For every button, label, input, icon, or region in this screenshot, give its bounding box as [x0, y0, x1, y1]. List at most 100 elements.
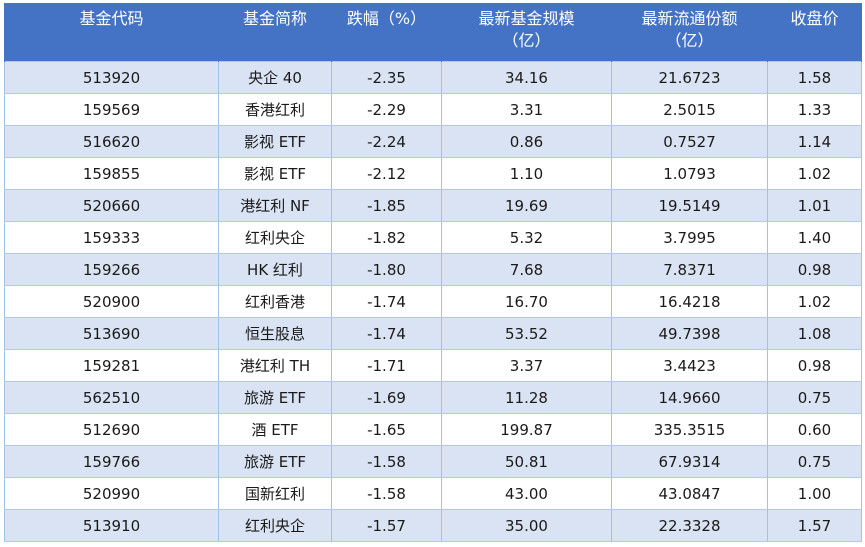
table-row: 159766 旅游 ETF -1.58 50.81 67.9314 0.75 [4, 445, 862, 478]
circulating-shares-cell: 3.4423 [611, 349, 768, 382]
decline-pct-cell: -1.80 [331, 253, 442, 286]
fund-name-cell: 恒生股息 [218, 317, 332, 350]
decline-pct-cell: -1.74 [331, 317, 442, 350]
decline-pct-cell: -1.82 [331, 221, 442, 254]
fund-name-cell: 影视 ETF [218, 157, 332, 190]
closing-price-cell: 1.14 [767, 125, 862, 158]
circulating-shares-cell: 0.7527 [611, 125, 768, 158]
table-row: 520990 国新红利 -1.58 43.00 43.0847 1.00 [4, 477, 862, 510]
table-row: 520660 港红利 NF -1.85 19.69 19.5149 1.01 [4, 189, 862, 222]
header-fund-size: 最新基金规模 （亿） [441, 3, 612, 62]
header-closing-price-line1: 收盘价 [790, 9, 839, 28]
header-fund-code-line1: 基金代码 [79, 9, 144, 28]
table-row: 513910 红利央企 -1.57 35.00 22.3328 1.57 [4, 509, 862, 542]
fund-size-cell: 43.00 [441, 477, 612, 510]
fund-size-cell: 0.86 [441, 125, 612, 158]
circulating-shares-cell: 67.9314 [611, 445, 768, 478]
circulating-shares-cell: 43.0847 [611, 477, 768, 510]
header-circulating-shares-line2: （亿） [665, 31, 714, 50]
header-closing-price: 收盘价 [767, 3, 862, 62]
closing-price-cell: 1.00 [767, 477, 862, 510]
header-fund-name-line1: 基金简称 [242, 9, 307, 28]
closing-price-cell: 1.40 [767, 221, 862, 254]
fund-code-cell: 159855 [4, 157, 219, 190]
decline-pct-cell: -1.58 [331, 445, 442, 478]
decline-pct-cell: -1.57 [331, 509, 442, 542]
closing-price-cell: 0.98 [767, 349, 862, 382]
fund-name-cell: 红利香港 [218, 285, 332, 318]
fund-name-cell: 国新红利 [218, 477, 332, 510]
decline-pct-cell: -1.71 [331, 349, 442, 382]
header-fund-size-line2: （亿） [502, 31, 551, 50]
decline-pct-cell: -1.58 [331, 477, 442, 510]
fund-code-cell: 513690 [4, 317, 219, 350]
fund-size-cell: 3.37 [441, 349, 612, 382]
fund-code-cell: 159569 [4, 93, 219, 126]
table-row: 562510 旅游 ETF -1.69 11.28 14.9660 0.75 [4, 381, 862, 414]
decline-pct-cell: -1.74 [331, 285, 442, 318]
table-header: 基金代码 基金简称 跌幅（%） [4, 3, 862, 62]
table-row: 159281 港红利 TH -1.71 3.37 3.4423 0.98 [4, 349, 862, 382]
circulating-shares-cell: 7.8371 [611, 253, 768, 286]
circulating-shares-cell: 335.3515 [611, 413, 768, 446]
table-body: 513920 央企 40 -2.35 34.16 21.6723 1.58 159569 香港… [4, 61, 862, 542]
table-row: 513690 恒生股息 -1.74 53.52 49.7398 1.08 [4, 317, 862, 350]
closing-price-cell: 1.57 [767, 509, 862, 542]
circulating-shares-cell: 19.5149 [611, 189, 768, 222]
fund-code-cell: 512690 [4, 413, 219, 446]
circulating-shares-cell: 14.9660 [611, 381, 768, 414]
decline-pct-cell: -2.12 [331, 157, 442, 190]
table-row: 513920 央企 40 -2.35 34.16 21.6723 1.58 [4, 61, 862, 94]
fund-size-cell: 16.70 [441, 285, 612, 318]
fund-name-cell: HK 红利 [218, 253, 332, 286]
closing-price-cell: 1.33 [767, 93, 862, 126]
header-circulating-shares: 最新流通份额 （亿） [611, 3, 768, 62]
fund-name-cell: 港红利 NF [218, 189, 332, 222]
fund-name-cell: 港红利 TH [218, 349, 332, 382]
fund-code-cell: 159266 [4, 253, 219, 286]
circulating-shares-cell: 21.6723 [611, 61, 768, 94]
circulating-shares-cell: 2.5015 [611, 93, 768, 126]
closing-price-cell: 1.02 [767, 157, 862, 190]
table-row: 516620 影视 ETF -2.24 0.86 0.7527 1.14 [4, 125, 862, 158]
table-row: 520900 红利香港 -1.74 16.70 16.4218 1.02 [4, 285, 862, 318]
circulating-shares-cell: 3.7995 [611, 221, 768, 254]
fund-size-cell: 35.00 [441, 509, 612, 542]
closing-price-cell: 1.58 [767, 61, 862, 94]
header-decline-pct: 跌幅（%） [331, 3, 442, 62]
decline-pct-cell: -1.69 [331, 381, 442, 414]
fund-code-cell: 159333 [4, 221, 219, 254]
header-row: 基金代码 基金简称 跌幅（%） [4, 3, 862, 62]
decline-pct-cell: -1.85 [331, 189, 442, 222]
fund-name-cell: 红利央企 [218, 221, 332, 254]
closing-price-cell: 0.75 [767, 381, 862, 414]
closing-price-cell: 1.02 [767, 285, 862, 318]
fund-size-cell: 199.87 [441, 413, 612, 446]
fund-name-cell: 红利央企 [218, 509, 332, 542]
circulating-shares-cell: 1.0793 [611, 157, 768, 190]
fund-size-cell: 5.32 [441, 221, 612, 254]
table-row: 159266 HK 红利 -1.80 7.68 7.8371 0.98 [4, 253, 862, 286]
fund-name-cell: 央企 40 [218, 61, 332, 94]
fund-code-cell: 516620 [4, 125, 219, 158]
table-row: 159855 影视 ETF -2.12 1.10 1.0793 1.02 [4, 157, 862, 190]
fund-size-cell: 11.28 [441, 381, 612, 414]
fund-name-cell: 旅游 ETF [218, 445, 332, 478]
header-fund-code: 基金代码 [4, 3, 219, 62]
circulating-shares-cell: 49.7398 [611, 317, 768, 350]
header-decline-pct-line1: 跌幅（%） [346, 9, 427, 28]
fund-table: 基金代码 基金简称 跌幅（%） [4, 3, 862, 542]
closing-price-cell: 1.08 [767, 317, 862, 350]
closing-price-cell: 1.01 [767, 189, 862, 222]
closing-price-cell: 0.75 [767, 445, 862, 478]
decline-pct-cell: -2.29 [331, 93, 442, 126]
fund-code-cell: 520900 [4, 285, 219, 318]
decline-pct-cell: -2.24 [331, 125, 442, 158]
fund-name-cell: 影视 ETF [218, 125, 332, 158]
fund-name-cell: 旅游 ETF [218, 381, 332, 414]
fund-code-cell: 562510 [4, 381, 219, 414]
closing-price-cell: 0.60 [767, 413, 862, 446]
table-row: 159333 红利央企 -1.82 5.32 3.7995 1.40 [4, 221, 862, 254]
fund-code-cell: 513910 [4, 509, 219, 542]
fund-name-cell: 香港红利 [218, 93, 332, 126]
